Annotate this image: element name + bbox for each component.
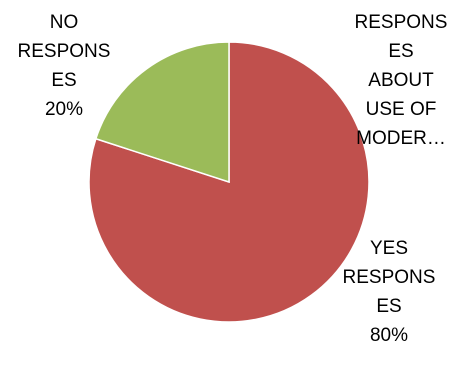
data-label-line: YES [369, 238, 409, 259]
chart-title-line: ABOUT [368, 70, 434, 91]
pie-slice-no-responses [94, 41, 230, 184]
data-label-percent: 80% [369, 325, 409, 346]
data-label-no-responses: NO RESPONS ES 20% [14, 8, 114, 124]
data-label-line: RESPONS [342, 267, 436, 288]
data-label-line: ES [376, 296, 402, 317]
chart-title-line: USE OF [365, 99, 437, 120]
data-label-line: NO [49, 12, 79, 33]
chart-title-line: MODER… [356, 128, 446, 149]
data-label-line: ES [51, 70, 77, 91]
data-label-line: RESPONS [17, 41, 111, 62]
chart-title-line: RESPONS [354, 12, 448, 33]
chart-title-line: ES [388, 41, 414, 62]
chart-title: RESPONS ES ABOUT USE OF MODER… [350, 8, 452, 153]
data-label-percent: 20% [44, 99, 84, 120]
pie-slices [88, 41, 370, 323]
data-label-yes-responses: YES RESPONS ES 80% [340, 234, 438, 350]
